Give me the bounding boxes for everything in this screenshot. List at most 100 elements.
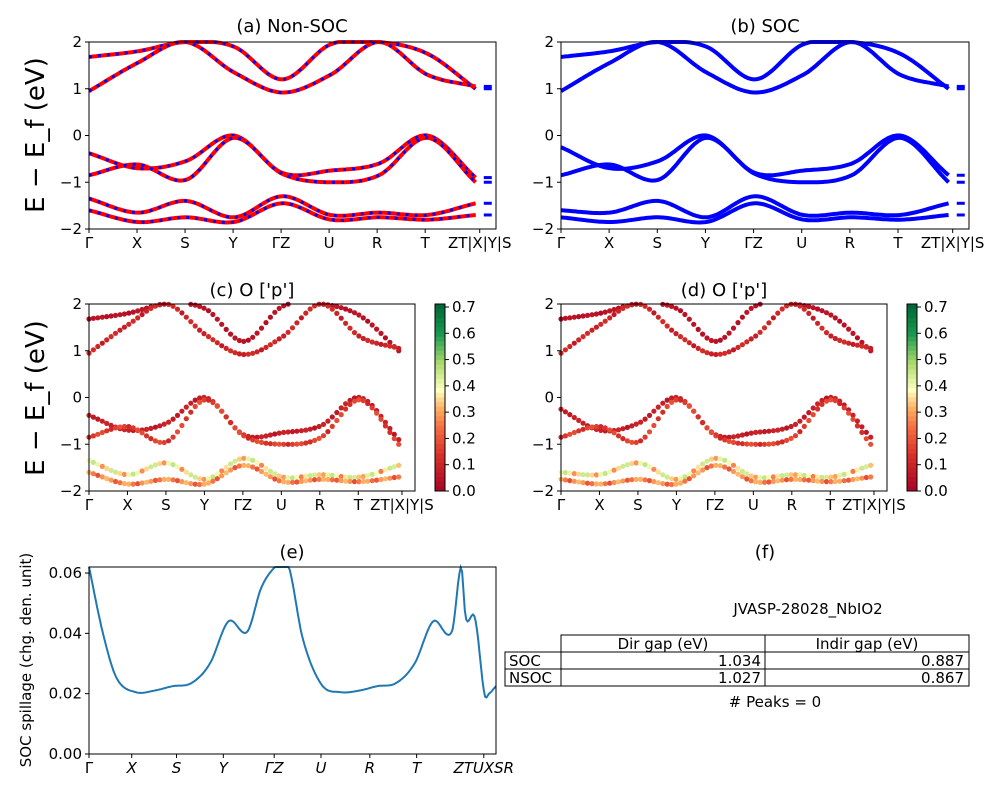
scatter-point-band-v2	[387, 429, 393, 435]
colorbar-tick-label: 0.3	[924, 403, 948, 421]
scatter-point-band-v1	[766, 428, 772, 434]
scatter-point-band-v4	[651, 479, 657, 485]
colorbar-segment	[907, 374, 917, 380]
scatter-point-band-v1	[329, 414, 335, 420]
scatter-point-band-v3	[584, 472, 591, 478]
scatter-point-band-v2	[624, 438, 631, 444]
scatter-point-band-c2	[841, 339, 847, 345]
scatter-point-band-v3	[289, 475, 296, 481]
spillage-line	[88, 563, 497, 699]
scatter-point-band-c1	[378, 330, 384, 336]
scatter-point-band-v3	[183, 469, 189, 475]
scatter-point-band-c2	[289, 325, 296, 331]
scatter-point-band-v2	[708, 429, 715, 436]
x-tick-label: Y	[199, 496, 210, 514]
scatter-point-band-v2	[602, 425, 608, 431]
scatter-point-band-v2	[347, 401, 353, 407]
scatter-point-band-v1	[334, 409, 340, 416]
scatter-point-band-c1	[356, 312, 362, 318]
scatter-point-band-v4	[744, 476, 750, 482]
scatter-point-band-c1	[250, 334, 256, 340]
scatter-point-band-c1	[691, 321, 697, 327]
scatter-point-band-v4	[664, 481, 670, 487]
scatter-point-band-v3	[254, 460, 260, 466]
scatter-point-band-c2	[589, 327, 595, 333]
scatter-point-band-c1	[607, 308, 613, 314]
scatter-point-band-c1	[192, 302, 198, 308]
scatter-point-band-v3	[90, 459, 96, 465]
scatter-point-band-c2	[365, 337, 371, 343]
band-line-band-v2-overlay	[88, 136, 477, 184]
scatter-point-band-v4	[717, 463, 723, 469]
scatter-point-band-c2	[846, 340, 852, 346]
scatter-point-band-c2	[730, 347, 737, 353]
scatter-point-band-v4	[863, 474, 869, 481]
scatter-point-band-v2	[276, 441, 282, 447]
scatter-point-band-v3	[374, 470, 380, 476]
scatter-point-band-v4	[285, 479, 291, 485]
scatter-point-band-v3	[850, 468, 856, 474]
scatter-point-band-v2	[312, 437, 318, 443]
scatter-point-band-v3	[210, 474, 216, 480]
scatter-point-band-v1	[580, 420, 586, 426]
scatter-point-band-c1	[99, 314, 105, 320]
scatter-point-band-c2	[660, 319, 666, 325]
colorbar-tick-label: 0.2	[452, 429, 476, 447]
scatter-point-band-v2	[254, 438, 260, 444]
panel-c-y-ticks: 2 1 0 −1 −2	[60, 295, 89, 500]
scatter-point-band-v2	[669, 399, 675, 405]
scatter-point-band-v3	[854, 467, 861, 473]
scatter-point-band-v1	[95, 416, 101, 422]
scatter-point-band-v4	[343, 478, 349, 484]
scatter-point-band-v4	[126, 481, 132, 487]
scatter-point-band-v2	[611, 430, 617, 436]
x-tick-label: Y	[671, 496, 682, 514]
scatter-point-band-v4	[624, 477, 631, 483]
scatter-point-band-v2	[179, 422, 185, 429]
scatter-point-band-c2	[210, 337, 216, 343]
scatter-point-band-v4	[806, 477, 812, 483]
scatter-point-band-c2	[250, 350, 256, 356]
scatter-point-band-v4	[686, 476, 692, 482]
scatter-point-band-v1	[806, 410, 812, 416]
scatter-point-band-v2	[272, 441, 278, 447]
scatter-point-band-v4	[633, 476, 639, 482]
scatter-point-band-c1	[726, 330, 732, 336]
colorbar-segment	[907, 318, 917, 324]
scatter-point-band-c1	[343, 306, 349, 312]
scatter-point-band-v4	[179, 479, 185, 485]
scatter-point-band-v2	[562, 433, 569, 439]
scatter-point-band-v2	[580, 426, 586, 432]
scatter-point-band-c2	[369, 339, 375, 345]
scatter-point-band-v3	[117, 470, 123, 477]
col-header-indir: Indir gap (eV)	[816, 635, 919, 653]
scatter-point-band-v1	[850, 412, 856, 418]
scatter-point-band-v3	[294, 474, 300, 480]
x-tick-label: ZT|X|Y|S	[370, 496, 434, 514]
scatter-point-band-v2	[797, 429, 803, 435]
colorbar-segment	[435, 392, 445, 398]
scatter-point-band-v1	[664, 397, 670, 403]
scatter-point-band-c2	[868, 345, 874, 351]
scatter-point-band-v2	[316, 435, 322, 441]
scatter-point-band-v3	[651, 466, 657, 472]
colorbar-segment	[435, 425, 445, 431]
col-header-dir: Dir gap (eV)	[618, 635, 709, 653]
scatter-point-band-c1	[117, 312, 123, 318]
scatter-point-band-v2	[792, 433, 799, 439]
scatter-point-band-c2	[748, 336, 754, 342]
scatter-point-band-v2	[263, 440, 269, 446]
row-label-nsoc: NSOC	[509, 669, 552, 687]
scatter-point-band-v2	[139, 430, 145, 436]
scatter-point-band-c2	[819, 325, 825, 331]
scatter-point-band-v4	[837, 478, 843, 484]
cell-nsoc-indir: 0.867	[921, 669, 964, 687]
scatter-point-band-c2	[294, 320, 300, 326]
scatter-point-band-v2	[161, 439, 167, 446]
scatter-point-band-v2	[748, 441, 754, 447]
colorbar-segment	[907, 388, 917, 394]
scatter-point-band-v3	[735, 465, 741, 471]
panel-a-frame	[88, 41, 497, 230]
scatter-point-band-v1	[775, 427, 781, 433]
x-tick-label: X	[126, 759, 138, 777]
